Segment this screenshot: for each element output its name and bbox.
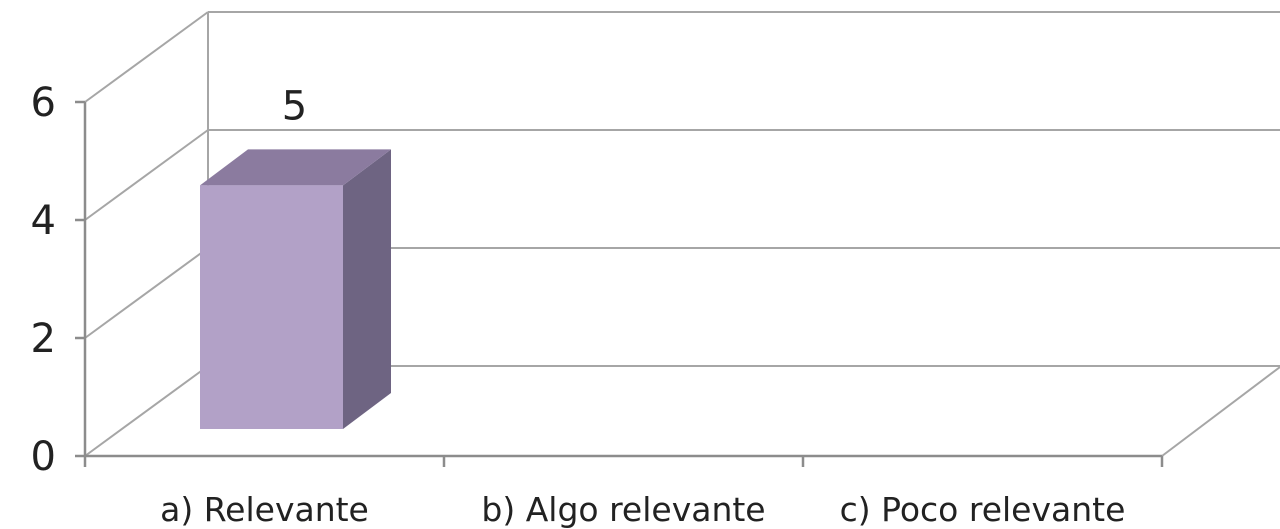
y-tick-label: 0 [31,434,56,480]
labels: 0 2 4 6 a) Relevante b) Algo relevante c) Poco… [31,80,1126,529]
y-tick-label: 6 [31,80,56,126]
bars [200,149,391,429]
y-tick-label: 4 [31,198,56,244]
x-tick-label: c) Poco relevante [840,490,1126,529]
x-tick-label: a) Relevante [160,490,369,529]
gridline-diagonal [84,129,209,221]
gridline-diagonal [84,11,209,103]
gridline-diagonal [84,247,209,339]
axes [75,100,1164,467]
bar-top [200,149,391,186]
data-label: 5 [282,83,307,129]
gridline-diagonal [84,365,209,457]
y-tick-label: 2 [31,316,56,362]
bar-side [343,149,391,429]
floor-edge [1161,366,1280,457]
bar [200,185,343,429]
x-tick-label: b) Algo relevante [481,490,765,529]
